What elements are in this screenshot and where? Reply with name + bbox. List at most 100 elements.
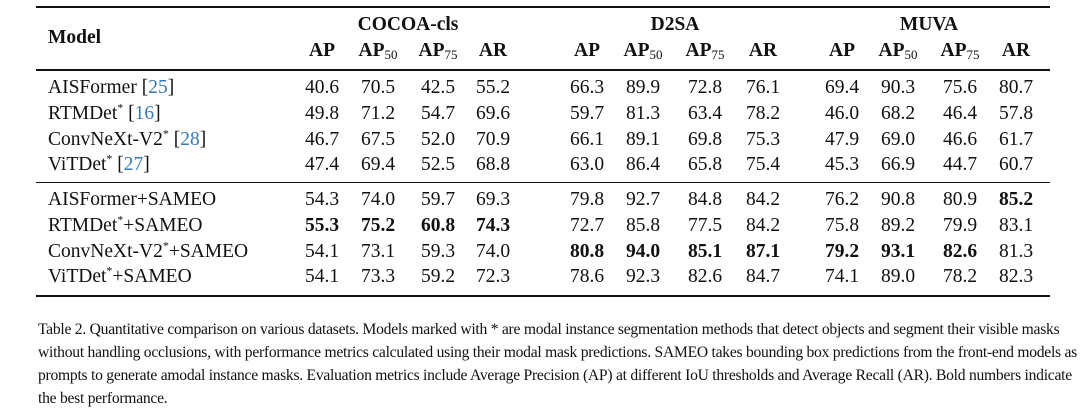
table-cell: 55.2 [475,77,511,98]
table-cell: 80.9 [942,189,978,210]
metric-header: AP [574,40,600,61]
table-cell: 68.2 [880,103,916,124]
table-cell: 84.8 [687,189,723,210]
table-cell: 67.5 [360,129,396,150]
table-cell: 40.6 [304,77,340,98]
table-cell: 84.2 [745,215,781,236]
table-cell: 69.4 [360,154,396,175]
table-cell: 55.3 [304,215,340,236]
table-cell: 85.2 [998,189,1034,210]
table-cell: 85.1 [687,241,723,262]
table-cell: 42.5 [420,77,456,98]
table-cell: 59.7 [569,103,605,124]
table-cell: 82.6 [687,266,723,287]
citation-link[interactable]: 27 [123,154,144,175]
table-cell: 47.9 [824,129,860,150]
table-cell: 84.2 [745,189,781,210]
table-cell: 46.6 [942,129,978,150]
top-rule [36,6,1050,8]
table-cell: 69.6 [475,103,511,124]
metric-header: AP75 [940,40,980,62]
table-cell: 74.3 [475,215,511,236]
table-cell: 72.7 [569,215,605,236]
model-name: ConvNeXt-V2* [28] [48,126,207,151]
table-cell: 57.8 [998,103,1034,124]
table-cell: 46.4 [942,103,978,124]
table-cell: 84.7 [745,266,781,287]
table-cell: 75.6 [942,77,978,98]
table-cell: 82.3 [998,266,1034,287]
table-cell: 60.8 [420,215,456,236]
table-cell: 74.0 [360,189,396,210]
table-cell: 89.9 [625,77,661,98]
table-cell: 75.2 [360,215,396,236]
citation-link[interactable]: 25 [148,77,168,98]
table-cell: 78.2 [745,103,781,124]
table-cell: 75.4 [745,154,781,175]
table-cell: 54.1 [304,241,340,262]
table-cell: 86.4 [625,154,661,175]
table-cell: 89.1 [625,129,661,150]
metric-header: AP [829,40,855,61]
table-cell: 47.4 [304,154,340,175]
table-cell: 66.1 [569,129,605,150]
table-cell: 94.0 [625,241,661,262]
citation-link[interactable]: 28 [180,129,200,150]
table-cell: 59.3 [420,241,456,262]
table-cell: 49.8 [304,103,340,124]
table-cell: 63.4 [687,103,723,124]
table-cell: 90.8 [880,189,916,210]
metric-header: AP50 [623,40,663,62]
table-cell: 72.3 [475,266,511,287]
table-cell: 82.6 [942,241,978,262]
table-cell: 80.8 [569,241,605,262]
table-cell: 78.2 [942,266,978,287]
table-cell: 66.3 [569,77,605,98]
metric-header: AP50 [878,40,918,62]
metric-header: AR [478,40,508,61]
metric-header: AP75 [418,40,458,62]
table-cell: 71.2 [360,103,396,124]
citation-link[interactable]: 16 [134,103,155,124]
table-cell: 75.3 [745,129,781,150]
table-cell: 87.1 [745,241,781,262]
table-cell: 76.2 [824,189,860,210]
metric-header: AP50 [358,40,398,62]
table-cell: 52.0 [420,129,456,150]
table-cell: 68.8 [475,154,511,175]
model-header: Model [48,27,102,48]
table-cell: 52.5 [420,154,456,175]
bottom-rule [36,295,1050,297]
model-name: ViTDet* [27] [48,151,150,176]
group-header-cocoa-cls: COCOA-cls [357,14,459,35]
table-cell: 69.0 [880,129,916,150]
table-cell: 74.1 [824,266,860,287]
model-name: AISFormer+SAMEO [48,189,217,210]
table-cell: 63.0 [569,154,605,175]
group-header-muva: MUVA [899,14,959,35]
table-cell: 75.8 [824,215,860,236]
table-cell: 69.8 [687,129,723,150]
table-cell: 61.7 [998,129,1034,150]
table-cell: 89.0 [880,266,916,287]
table-cell: 93.1 [880,241,916,262]
table-caption: Table 2. Quantitative comparison on vari… [38,321,1077,407]
table-cell: 74.0 [475,241,511,262]
table-cell: 46.0 [824,103,860,124]
table-cell: 78.6 [569,266,605,287]
table-cell: 72.8 [687,77,723,98]
table-cell: 73.1 [360,241,396,262]
table-cell: 59.7 [420,189,456,210]
metric-header: AP [309,40,335,61]
model-name: ConvNeXt-V2*+SAMEO [48,238,249,263]
table-cell: 54.7 [420,103,456,124]
table-cell: 79.9 [942,215,978,236]
model-name: RTMDet*+SAMEO [48,212,203,237]
table-cell: 79.2 [824,241,860,262]
table-cell: 83.1 [998,215,1034,236]
table-cell: 69.4 [824,77,860,98]
table-cell: 65.8 [687,154,723,175]
table-cell: 44.7 [942,154,978,175]
group-header-d2sa: D2SA [650,14,700,35]
table-cell: 85.8 [625,215,661,236]
